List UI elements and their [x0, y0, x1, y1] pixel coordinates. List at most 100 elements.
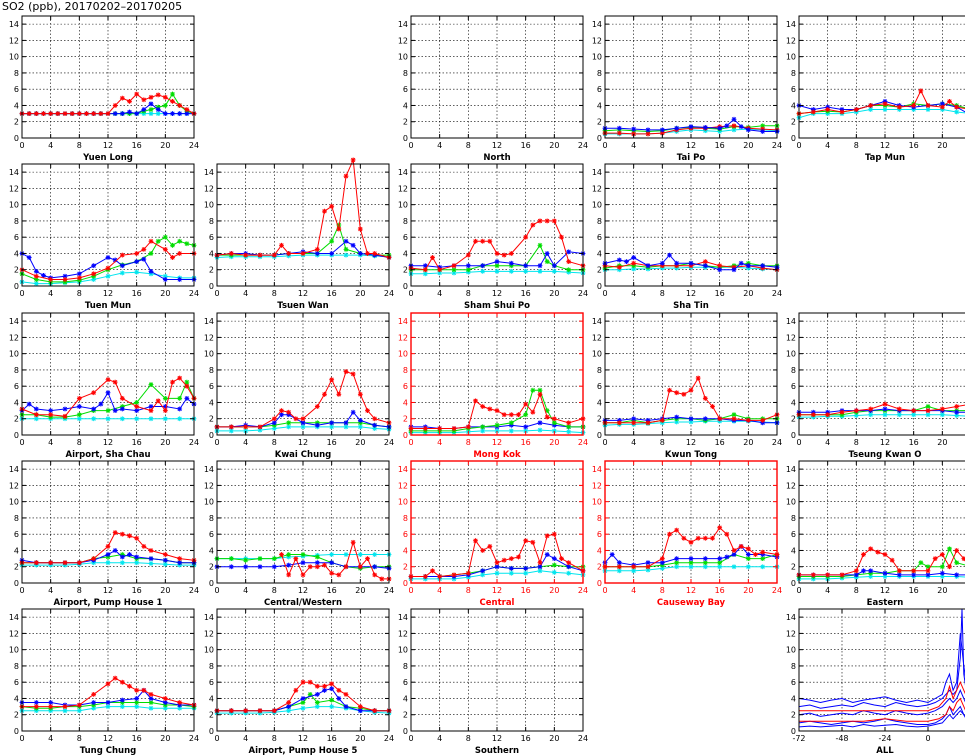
data-point	[717, 416, 723, 422]
data-point	[523, 234, 529, 240]
y-tick-label: 8	[791, 69, 796, 78]
data-point	[177, 238, 183, 244]
data-point	[566, 249, 572, 255]
y-tick-label: 8	[597, 217, 602, 226]
data-point	[162, 234, 168, 240]
data-point	[62, 277, 68, 282]
x-tick-label: 16	[909, 586, 919, 595]
y-tick-label: 12	[398, 333, 408, 342]
y-tick-label: 10	[204, 646, 214, 655]
data-point	[141, 544, 147, 549]
data-point	[336, 572, 342, 578]
x-tick-label: 4	[631, 141, 636, 150]
data-point	[465, 267, 471, 273]
data-point	[105, 552, 111, 557]
x-tick-label: 24	[384, 438, 394, 447]
x-tick-label: 16	[715, 141, 725, 150]
panel-title: Eastern	[867, 598, 904, 608]
y-tick-label: 12	[9, 184, 19, 193]
data-point	[372, 708, 378, 714]
data-point	[148, 107, 154, 112]
data-point	[465, 424, 471, 430]
x-tick-label: 12	[492, 438, 502, 447]
y-tick-label: 4	[403, 694, 408, 703]
series-blue	[19, 251, 197, 282]
y-tick-label: 8	[403, 69, 408, 78]
y-tick-label: 0	[403, 727, 408, 736]
data-point	[343, 173, 349, 179]
x-tick-label: 8	[660, 141, 665, 150]
data-point	[322, 562, 327, 568]
data-point	[33, 406, 39, 412]
data-point	[566, 564, 572, 570]
x-tick-label: 8	[854, 586, 859, 595]
data-point	[688, 539, 694, 545]
data-point	[76, 412, 82, 418]
series-red	[214, 369, 392, 430]
data-point	[134, 259, 140, 264]
data-point	[451, 267, 457, 273]
data-point	[437, 426, 443, 431]
y-tick-label: 8	[403, 514, 408, 523]
data-point	[155, 92, 161, 98]
series-line	[799, 548, 965, 576]
data-point	[738, 124, 744, 130]
x-tick-label: 0	[214, 586, 219, 595]
x-tick-label: 12	[492, 734, 502, 743]
y-tick-label: 6	[209, 530, 214, 539]
data-point	[286, 704, 292, 709]
data-point	[76, 111, 82, 116]
y-tick-label: 12	[204, 184, 214, 193]
data-point	[322, 208, 327, 214]
data-point	[293, 416, 299, 422]
data-point	[702, 396, 708, 401]
data-point	[825, 572, 831, 578]
data-point	[494, 263, 500, 269]
data-point	[162, 408, 168, 413]
x-tick-label: 8	[466, 289, 471, 298]
series-line	[605, 376, 778, 424]
data-point	[566, 420, 572, 426]
y-tick-label: 14	[786, 613, 796, 622]
data-point	[286, 251, 292, 256]
y-tick-label: 12	[592, 333, 602, 342]
data-point	[853, 572, 859, 578]
y-tick-label: 4	[403, 101, 408, 110]
data-point	[760, 556, 766, 561]
data-point	[731, 416, 737, 422]
panel-title: Sham Shui Po	[464, 301, 530, 311]
data-point	[148, 94, 154, 100]
data-point	[134, 560, 140, 566]
x-tick-label: 0	[214, 734, 219, 743]
x-tick-label: 0	[19, 289, 24, 298]
data-point	[177, 406, 183, 412]
x-tick-label: 24	[189, 734, 199, 743]
y-tick-label: 12	[9, 629, 19, 638]
x-tick-label: 12	[686, 141, 696, 150]
data-point	[271, 564, 277, 570]
data-point	[631, 126, 637, 132]
data-point	[293, 556, 299, 561]
y-tick-label: 6	[597, 233, 602, 242]
series-red	[796, 401, 965, 418]
y-tick-label: 0	[597, 431, 602, 440]
data-point	[465, 263, 471, 269]
data-point	[516, 412, 521, 418]
x-tick-label: 16	[909, 141, 919, 150]
data-point	[430, 568, 435, 574]
y-tick-label: 12	[398, 481, 408, 490]
y-tick-label: 0	[14, 579, 19, 588]
y-tick-label: 0	[403, 579, 408, 588]
data-point	[48, 560, 54, 566]
y-tick-label: 0	[791, 579, 796, 588]
data-point	[861, 568, 866, 574]
data-point	[932, 556, 938, 561]
data-point	[954, 409, 960, 415]
x-tick-label: 4	[631, 438, 636, 447]
series-line	[798, 633, 965, 704]
